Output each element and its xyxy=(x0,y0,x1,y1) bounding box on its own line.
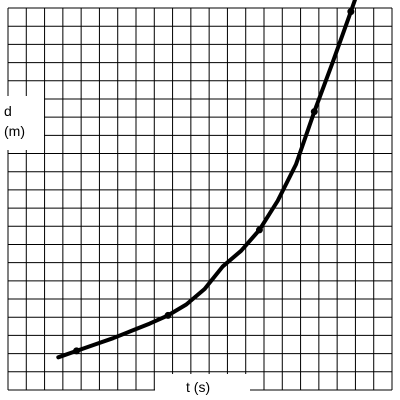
x-axis-label: t (s) xyxy=(186,379,210,395)
grid xyxy=(7,7,393,391)
data-point-marker xyxy=(73,347,81,355)
y-axis-label-background xyxy=(0,96,44,150)
data-point-marker xyxy=(255,226,263,234)
y-axis-label-line2: (m) xyxy=(4,123,25,139)
data-point-marker xyxy=(310,108,318,116)
x-axis-label-background xyxy=(155,374,250,400)
data-markers xyxy=(73,8,355,355)
distance-time-curve xyxy=(56,0,358,360)
data-point-marker xyxy=(347,8,355,16)
y-axis-label-line1: d xyxy=(4,103,12,119)
data-point-marker xyxy=(164,311,172,319)
